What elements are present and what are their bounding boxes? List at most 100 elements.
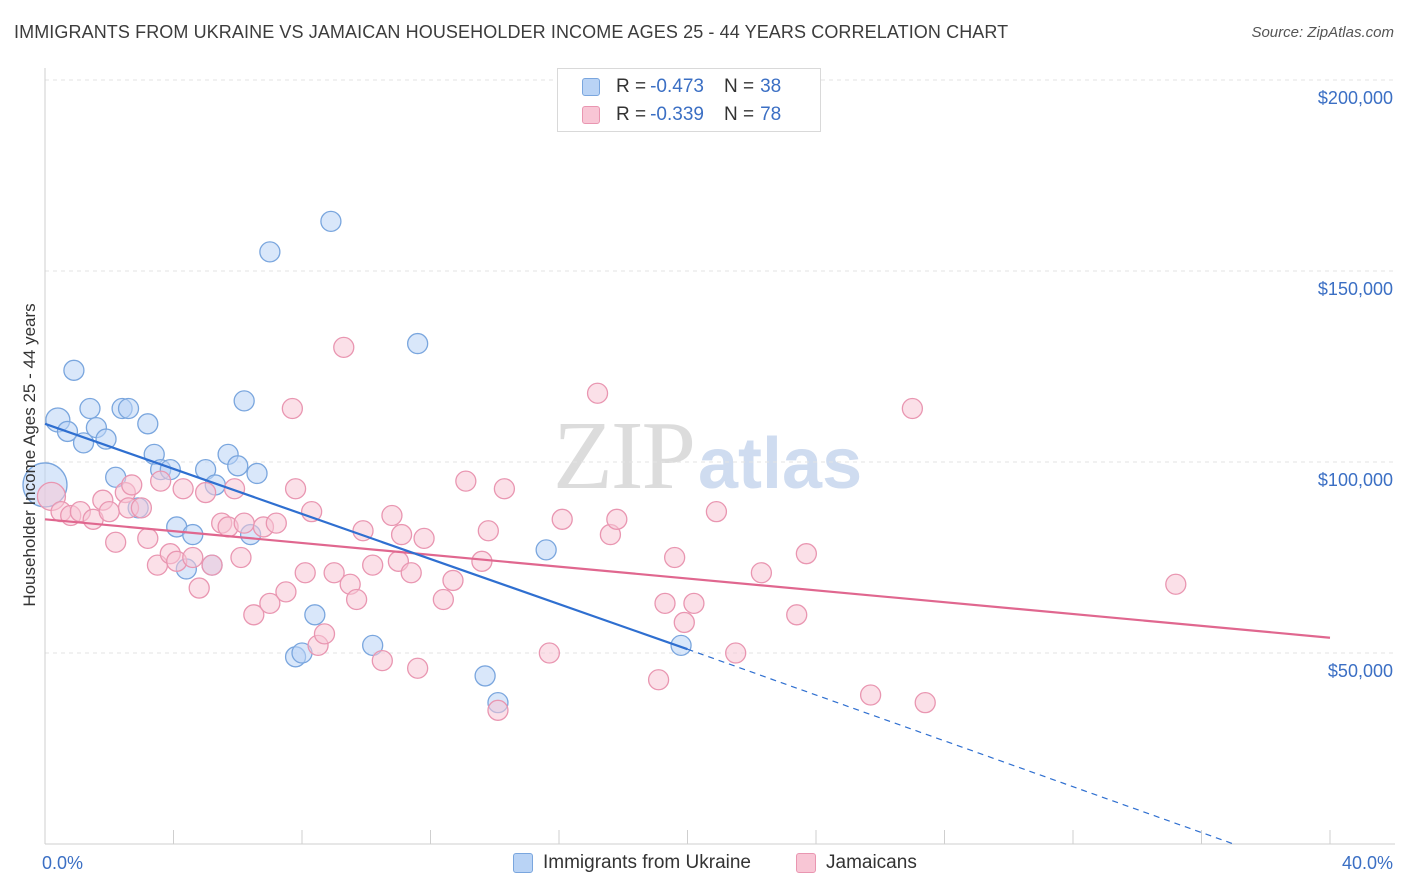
jamaica-point	[105, 531, 127, 553]
jamaica-point	[233, 512, 255, 534]
jamaica-point	[230, 546, 252, 569]
legend-row-jamaica: R = -0.339 N = 78	[558, 101, 781, 129]
jamaica-point	[130, 497, 153, 519]
ukraine-point	[259, 241, 281, 263]
jamaica-point	[914, 692, 936, 714]
jamaica-point	[294, 562, 316, 584]
jamaica-point	[188, 577, 210, 599]
y-axis-title: Householder Income Ages 25 - 44 years	[20, 303, 39, 606]
jamaica-point	[284, 478, 307, 500]
legend-item-jamaica: Jamaicans	[796, 852, 917, 874]
jamaica-point	[201, 554, 223, 576]
legend-r-label: R =	[616, 104, 647, 125]
legend-n-label: N =	[723, 104, 755, 125]
legend-r-value: -0.339	[650, 104, 704, 125]
jamaica-point	[647, 669, 670, 691]
jamaica-point	[673, 611, 695, 634]
jamaica-point	[381, 504, 403, 527]
jamaica-swatch-icon	[582, 106, 600, 124]
jamaica-point	[471, 550, 493, 572]
ukraine-point	[320, 210, 342, 232]
jamaica-point	[281, 397, 304, 420]
ukraine-point	[233, 390, 255, 412]
jamaica-point	[400, 562, 422, 584]
jamaica-point	[265, 512, 287, 534]
legend-item-label: Jamaicans	[826, 852, 917, 873]
ukraine-point	[535, 539, 557, 561]
x-tick-label-max: 40.0%	[1342, 853, 1393, 873]
ukraine-point	[670, 634, 692, 657]
jamaica-point	[98, 501, 120, 523]
jamaica-point	[390, 523, 413, 546]
x-tick-label-min: 0.0%	[42, 853, 83, 873]
jamaica-point	[455, 470, 477, 492]
jamaica-point	[345, 588, 368, 611]
jamaica-point	[442, 569, 464, 592]
y-tick-label: $200,000	[1318, 88, 1393, 108]
ukraine-point	[63, 359, 85, 381]
ukraine-legend-swatch-icon	[513, 853, 533, 873]
jamaica-point	[477, 520, 499, 542]
jamaica-point	[750, 562, 773, 584]
jamaica-point	[313, 623, 336, 645]
jamaica-trend-line	[44, 518, 1331, 639]
grid-lines	[45, 79, 1395, 654]
jamaica-point	[149, 470, 172, 492]
jamaica-point	[182, 546, 204, 569]
jamaica-point	[223, 478, 246, 500]
ukraine-swatch-icon	[582, 78, 600, 96]
jamaica-point	[538, 642, 561, 664]
axis-labels: $50,000 $100,000 $150,000 $200,000 0.0% 40.0%…	[20, 88, 1393, 873]
jamaica-point	[333, 336, 355, 359]
jamaica-point	[551, 508, 573, 530]
jamaica-point	[194, 481, 217, 504]
jamaica-point	[1165, 573, 1187, 595]
jamaica-point	[275, 581, 297, 603]
jamaica-point	[654, 592, 676, 614]
legend-n-label: N =	[723, 76, 755, 97]
jamaica-point	[243, 604, 265, 626]
jamaica-point	[786, 604, 808, 626]
series-legend: Immigrants from Ukraine Jamaicans	[0, 852, 1406, 878]
jamaica-point	[705, 501, 728, 523]
y-tick-label: $50,000	[1328, 661, 1393, 681]
jamaica-point	[371, 649, 393, 672]
jamaica-point	[901, 397, 924, 420]
legend-row-ukraine: R = -0.473 N = 38	[558, 73, 781, 101]
ukraine-point	[117, 397, 140, 420]
jamaica-point	[795, 543, 818, 565]
ukraine-point	[79, 397, 101, 420]
jamaica-point	[259, 592, 281, 614]
ukraine-point	[227, 455, 249, 477]
ukraine-point	[474, 665, 496, 687]
jamaica-point	[725, 642, 747, 664]
jamaica-point	[683, 592, 705, 614]
ukraine-trend-extension	[687, 648, 1234, 845]
jamaica-point	[121, 474, 143, 496]
jamaica-point	[664, 546, 686, 569]
jamaica-point	[323, 562, 345, 584]
jamaica-point	[493, 478, 516, 500]
ukraine-point	[72, 432, 95, 454]
source-credit: Source: ZipAtlas.com	[1251, 24, 1394, 41]
jamaica-point	[406, 657, 429, 679]
jamaica-point	[362, 554, 384, 576]
jamaica-point	[137, 527, 159, 550]
y-tick-label: $150,000	[1318, 279, 1393, 299]
y-tick-label: $100,000	[1318, 470, 1393, 490]
ukraine-point	[246, 462, 268, 485]
chart-title: IMMIGRANTS FROM UKRAINE VS JAMAICAN HOUS…	[14, 22, 1009, 42]
legend-r-label: R =	[616, 76, 647, 97]
legend-r-value: -0.473	[650, 76, 704, 97]
jamaica-legend-swatch-icon	[796, 853, 816, 873]
jamaica-point	[413, 527, 435, 550]
legend-n-value: 38	[760, 76, 782, 97]
ukraine-point	[304, 604, 326, 626]
jamaica-point	[606, 508, 628, 530]
legend-item-ukraine: Immigrants from Ukraine	[513, 852, 751, 874]
jamaica-point	[487, 699, 509, 721]
axes	[44, 68, 1395, 845]
jamaica-point	[586, 382, 609, 404]
trend-lines	[44, 422, 1331, 845]
